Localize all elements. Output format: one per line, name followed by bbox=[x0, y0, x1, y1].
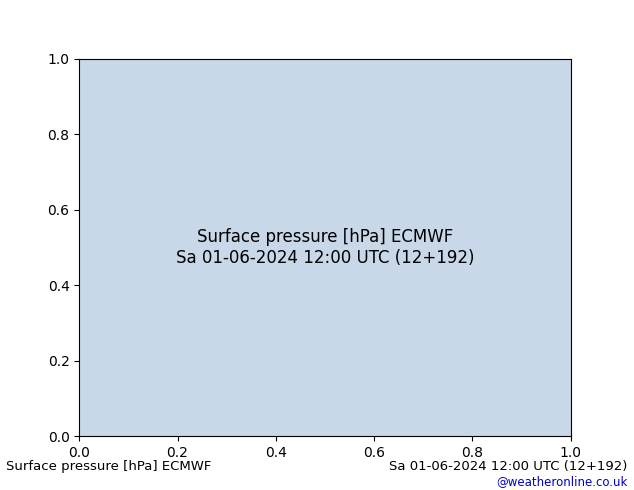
Text: Sa 01-06-2024 12:00 UTC (12+192): Sa 01-06-2024 12:00 UTC (12+192) bbox=[389, 461, 628, 473]
Text: @weatheronline.co.uk: @weatheronline.co.uk bbox=[496, 475, 628, 488]
Text: Surface pressure [hPa] ECMWF: Surface pressure [hPa] ECMWF bbox=[6, 461, 212, 473]
Text: Surface pressure [hPa] ECMWF
Sa 01-06-2024 12:00 UTC (12+192): Surface pressure [hPa] ECMWF Sa 01-06-20… bbox=[176, 228, 474, 267]
